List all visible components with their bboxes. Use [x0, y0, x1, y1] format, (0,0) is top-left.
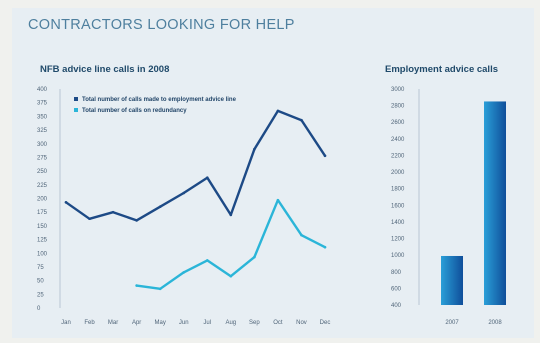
legend-swatch	[74, 97, 78, 101]
line-y-tick-label: 200	[37, 197, 48, 203]
data-point	[182, 271, 186, 274]
data-point	[158, 287, 162, 291]
line-x-tick-label: Nov	[296, 320, 307, 326]
data-point	[135, 219, 138, 222]
data-point	[253, 255, 256, 259]
data-point	[276, 109, 280, 113]
bar-y-tick-label: 2600	[391, 120, 405, 126]
line-x-tick-label: Jul	[203, 320, 211, 326]
line-x-tick-label: Jan	[61, 320, 71, 326]
bar-2008	[484, 101, 506, 305]
bar-chart: 3000 2800 2600 2400 2200 2000 1800 1600 1400 1200…	[391, 87, 506, 326]
line-x-tick-label: Sep	[249, 320, 260, 326]
bar-y-tick-label: 1400	[391, 220, 405, 226]
data-point	[64, 201, 68, 204]
line-y-tick-label: 50	[37, 279, 44, 285]
data-point	[158, 205, 162, 209]
line-y-tick-label: 125	[37, 238, 48, 244]
data-point	[229, 274, 233, 278]
line-y-tick-label: 75	[37, 265, 44, 271]
line-y-tick-label: 0	[37, 306, 41, 312]
line-y-tick-label: 400	[37, 87, 48, 93]
line-y-tick-label: 250	[37, 169, 48, 175]
line-y-tick-label: 350	[37, 114, 48, 120]
line-x-tick-label: Feb	[84, 320, 95, 326]
line-y-tick-label: 100	[37, 251, 48, 257]
line-x-tick-label: May	[155, 320, 166, 326]
data-point	[182, 191, 186, 195]
legend-label: Total number of calls made to employment…	[82, 97, 237, 103]
bar-y-tick-label: 2800	[391, 104, 405, 110]
bar-y-tick-label: 1600	[391, 203, 405, 209]
headline: CONTRACTORS LOOKING FOR HELP	[28, 17, 295, 33]
line-y-tick-label: 225	[37, 183, 48, 189]
bar-x-tick-label: 2008	[488, 320, 502, 326]
line-y-tick-label: 150	[37, 224, 48, 230]
legend-label: Total number of calls on redundancy	[82, 108, 187, 114]
series-line-1	[64, 109, 327, 222]
line-x-tick-label: Dec	[320, 320, 331, 326]
data-point	[300, 118, 303, 122]
bar-x-tick-label: 2007	[445, 320, 459, 326]
line-y-tick-label: 275	[37, 155, 48, 161]
bar-y-tick-label: 2000	[391, 170, 405, 176]
data-point	[323, 245, 327, 249]
line-x-tick-label: Oct	[273, 320, 283, 326]
bar-y-tick-label: 800	[391, 270, 402, 276]
line-y-tick-label: 325	[37, 128, 48, 134]
line-x-tick-label: Aug	[225, 320, 236, 326]
line-y-tick-label: 25	[37, 292, 44, 298]
data-point	[323, 154, 327, 158]
bar-2007	[441, 255, 463, 305]
data-point	[229, 213, 233, 217]
bar-y-tick-label: 600	[391, 286, 402, 292]
bar-y-tick-label: 3000	[391, 87, 405, 93]
line-x-tick-label: Mar	[108, 320, 118, 326]
line-chart-title: NFB advice line calls in 2008	[40, 64, 170, 75]
data-point	[300, 233, 303, 237]
line-y-tick-label: 175	[37, 210, 48, 216]
bar-y-tick-label: 400	[391, 303, 402, 309]
line-y-tick-label: 300	[37, 142, 48, 148]
data-point	[135, 284, 138, 287]
bar-y-tick-label: 2400	[391, 137, 405, 143]
data-point	[205, 176, 209, 179]
data-point	[276, 198, 280, 202]
data-point	[205, 259, 209, 262]
data-point	[253, 147, 256, 151]
bar-y-tick-label: 1800	[391, 187, 405, 193]
bar-y-tick-label: 1000	[391, 253, 405, 259]
line-chart: 4003753503253002752502252001751501251007…	[37, 87, 330, 326]
bar-chart-title: Employment advice calls	[385, 64, 498, 75]
line-x-tick-label: Apr	[132, 320, 141, 326]
data-point	[111, 210, 115, 214]
data-point	[88, 217, 91, 221]
bar-y-tick-label: 2200	[391, 153, 405, 159]
line-x-tick-label: Jun	[179, 320, 189, 326]
line-y-tick-label: 375	[37, 101, 48, 107]
bar-y-tick-label: 1200	[391, 237, 405, 243]
legend-swatch	[74, 108, 78, 112]
